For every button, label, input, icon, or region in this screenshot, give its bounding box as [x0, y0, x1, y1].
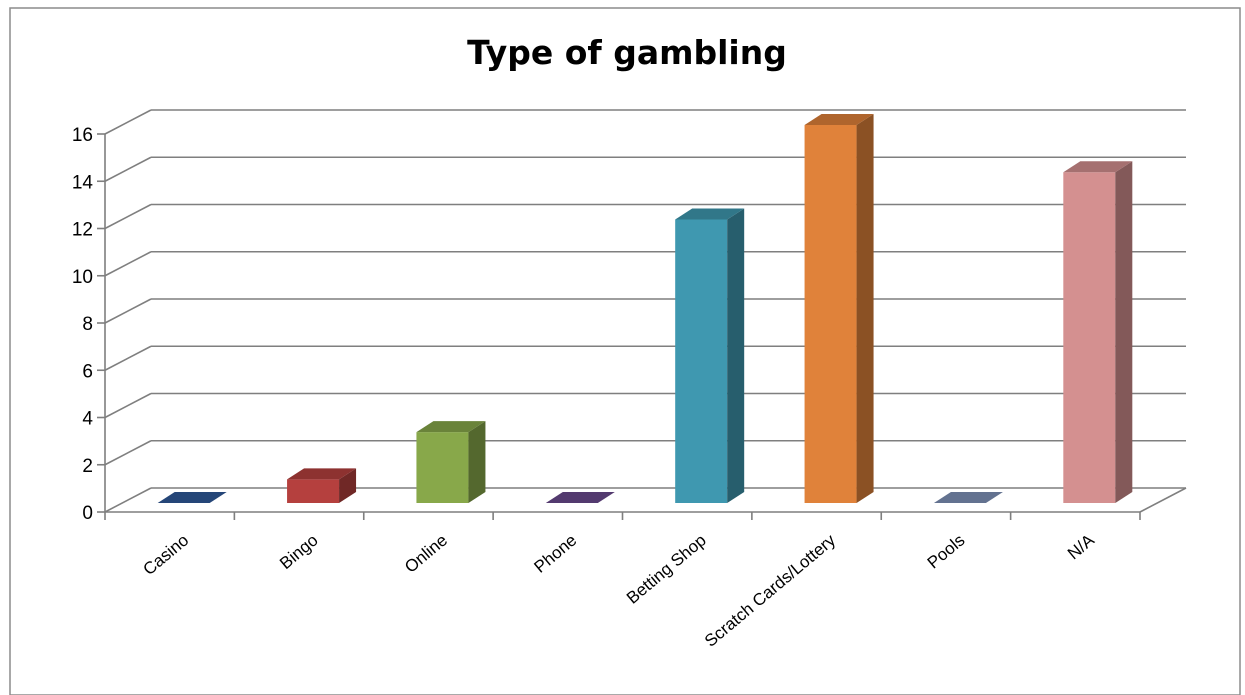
bar-side	[339, 468, 357, 503]
bar-side	[1115, 161, 1133, 503]
axis-layer	[97, 133, 1187, 520]
bar-layer	[157, 114, 1133, 503]
y-tick-label: 12	[72, 220, 93, 241]
bar	[933, 492, 1003, 503]
bar-front	[804, 125, 857, 503]
gridline-depth	[104, 203, 152, 230]
gridline-depth	[104, 392, 152, 419]
bar-front	[1063, 172, 1116, 503]
bar	[675, 208, 745, 503]
bar-top	[804, 114, 874, 125]
gridline-depth	[104, 345, 152, 371]
bar	[287, 468, 357, 503]
gridline-depth	[104, 487, 152, 513]
bar	[157, 492, 227, 503]
bar-top	[675, 208, 745, 220]
gridline-depth	[104, 440, 152, 466]
bar-front	[287, 479, 340, 503]
chart-title: Type of gambling	[467, 33, 787, 72]
bar-top	[157, 492, 227, 503]
bar-top	[287, 468, 357, 480]
bar	[545, 492, 615, 503]
bar	[804, 114, 874, 503]
bar-front	[416, 432, 469, 503]
y-tick-label: 0	[82, 503, 93, 524]
y-tick-label: 16	[72, 125, 93, 146]
y-tick-label: 10	[72, 267, 93, 288]
bar-top	[416, 421, 486, 433]
y-tick-label: 8	[82, 314, 93, 335]
y-tick-label: 6	[82, 361, 93, 382]
bar-side	[856, 114, 874, 503]
bar-front	[675, 219, 728, 503]
floor-right-edge	[1139, 487, 1187, 513]
chart-border	[9, 7, 1241, 695]
gridline-depth	[104, 156, 152, 182]
bar	[1063, 161, 1133, 503]
bar-top	[933, 492, 1003, 503]
grid-layer	[104, 109, 1186, 513]
bar-side	[727, 208, 745, 503]
y-tick-label: 14	[72, 172, 94, 193]
y-tick-label: 4	[82, 409, 93, 430]
bar-top	[1063, 161, 1133, 173]
bar-side	[468, 421, 486, 503]
gridline-depth	[104, 298, 152, 324]
gridline-depth	[104, 109, 152, 135]
y-tick-label: 2	[82, 456, 93, 477]
bar	[416, 421, 486, 503]
gridline-depth	[104, 251, 152, 277]
bar-top	[545, 492, 615, 503]
